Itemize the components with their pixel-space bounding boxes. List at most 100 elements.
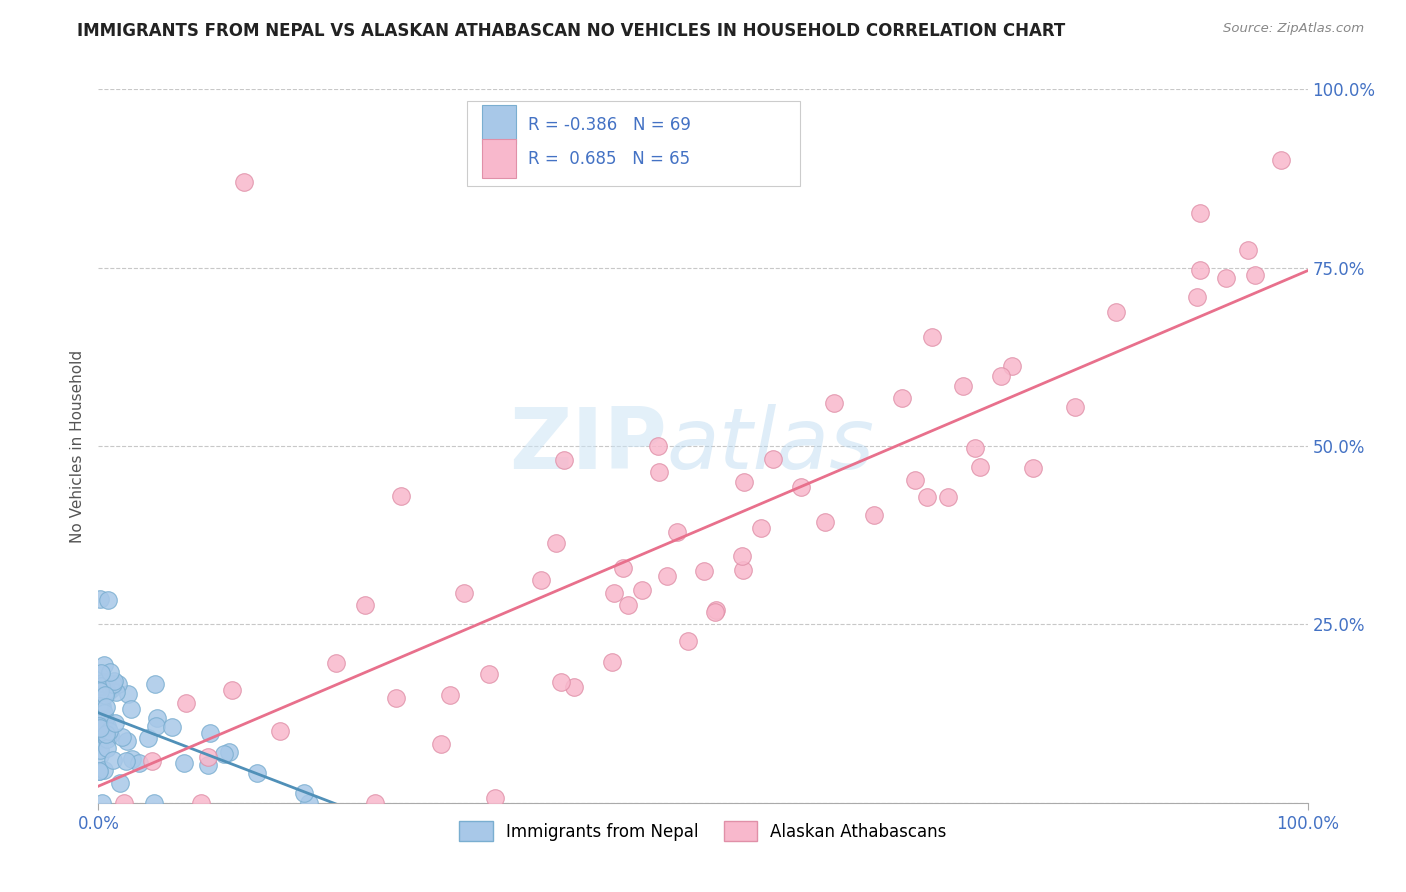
Point (89, 743, 111, 757)
Point (1064, 400, 1087, 414)
Point (145, 719, 167, 733)
Point (530, 573, 553, 587)
Point (90, 679, 112, 693)
Point (89, 721, 111, 735)
Point (384, 691, 406, 706)
Point (678, 633, 700, 648)
Point (749, 521, 772, 535)
Point (603, 586, 626, 600)
Point (655, 569, 678, 583)
Text: R =  0.685   N = 65: R = 0.685 N = 65 (527, 150, 690, 168)
Point (111, 730, 134, 744)
Point (389, 489, 412, 503)
Point (142, 796, 165, 810)
Point (90, 676, 112, 690)
Point (963, 441, 986, 455)
Point (101, 753, 124, 767)
FancyBboxPatch shape (482, 139, 516, 178)
Point (146, 711, 169, 725)
Text: IMMIGRANTS FROM NEPAL VS ALASKAN ATHABASCAN NO VEHICLES IN HOUSEHOLD CORRELATION: IMMIGRANTS FROM NEPAL VS ALASKAN ATHABAS… (77, 22, 1066, 40)
Point (550, 675, 572, 690)
Point (364, 796, 387, 810)
Point (693, 564, 716, 578)
Point (617, 599, 640, 613)
Point (1104, 305, 1126, 319)
Point (921, 330, 943, 344)
FancyBboxPatch shape (482, 105, 516, 145)
Point (89, 592, 111, 607)
Point (96, 686, 118, 700)
Point (1189, 263, 1212, 277)
Point (89, 684, 111, 698)
Point (120, 702, 142, 716)
Point (90, 725, 112, 739)
Point (90, 702, 112, 716)
Point (731, 563, 754, 577)
Point (761, 452, 783, 467)
Point (298, 796, 321, 810)
Point (1270, 153, 1292, 167)
Point (631, 583, 654, 598)
Point (1243, 268, 1265, 283)
Point (1001, 359, 1024, 373)
Point (1237, 244, 1260, 258)
Y-axis label: No Vehicles in Household: No Vehicles in Household (70, 350, 86, 542)
Point (112, 796, 135, 810)
Point (936, 490, 959, 504)
Point (814, 515, 837, 529)
Point (733, 475, 755, 490)
Point (115, 734, 138, 748)
Point (94, 700, 117, 714)
Point (90, 700, 112, 714)
Point (162, 720, 184, 734)
Point (94, 712, 117, 726)
Point (91, 796, 114, 810)
Point (969, 460, 991, 475)
Point (107, 676, 129, 690)
Point (562, 680, 585, 694)
Point (97, 592, 120, 607)
Point (108, 776, 131, 790)
Point (706, 603, 728, 617)
Point (89, 718, 111, 732)
Text: R = -0.386   N = 69: R = -0.386 N = 69 (527, 116, 690, 134)
Point (173, 756, 195, 770)
FancyBboxPatch shape (467, 102, 800, 186)
Point (87, 718, 110, 732)
Point (190, 796, 212, 810)
Point (104, 685, 127, 699)
Point (439, 688, 461, 702)
Point (863, 508, 886, 522)
Point (553, 453, 575, 467)
Point (117, 687, 139, 701)
Text: ZIP: ZIP (509, 404, 666, 488)
Point (121, 752, 143, 766)
Point (90, 665, 112, 680)
Point (917, 490, 939, 504)
Point (96, 719, 118, 733)
Point (115, 754, 138, 768)
Point (904, 473, 927, 487)
Point (704, 606, 727, 620)
Text: Source: ZipAtlas.com: Source: ZipAtlas.com (1223, 22, 1364, 36)
Point (1185, 290, 1208, 304)
Point (221, 682, 243, 697)
Point (212, 747, 235, 761)
Point (484, 791, 506, 805)
Point (612, 561, 634, 575)
Point (292, 786, 315, 800)
Point (103, 673, 125, 688)
Point (96, 741, 118, 756)
Text: atlas: atlas (666, 404, 875, 488)
Point (1188, 206, 1211, 220)
Point (104, 715, 127, 730)
Point (89, 699, 111, 714)
Point (94, 688, 117, 702)
Point (143, 677, 166, 691)
Point (97, 723, 120, 738)
Point (94, 684, 117, 698)
Point (647, 439, 669, 453)
Point (93, 706, 115, 720)
Point (136, 731, 159, 745)
Point (89, 722, 111, 736)
